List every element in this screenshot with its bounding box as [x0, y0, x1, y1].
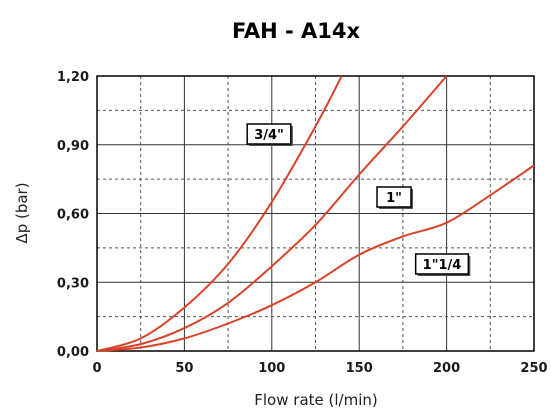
y-tick-label: 0,00: [57, 345, 89, 360]
series-line-1: [96, 75, 343, 352]
y-tick-label: 1,20: [57, 70, 89, 85]
x-tick-label: 100: [258, 361, 285, 376]
x-tick-label: 150: [346, 361, 373, 376]
x-tick-label: 200: [433, 361, 460, 376]
series-label-box: [376, 186, 412, 208]
x-tick-label: 250: [520, 361, 547, 376]
series-lines: [96, 75, 535, 352]
series-label-3: 1"1/4: [414, 253, 471, 276]
plot-frame: [96, 75, 535, 352]
series-label-text: 1": [386, 191, 402, 206]
series-line-2: [96, 75, 448, 352]
series-label-2: 1": [376, 186, 413, 209]
x-tick-label: 0: [92, 361, 101, 376]
y-tick-label: 0,30: [57, 276, 89, 291]
chart-title: FAH - A14x: [232, 19, 361, 43]
x-tick-label: 50: [175, 361, 193, 376]
grid: [97, 76, 534, 351]
tick-labels: 0 50 100 150 200 250 0,00 0,30 0,60 0,90 1,20: [57, 70, 548, 376]
series-line-3: [96, 164, 535, 352]
series-label-text: 3/4": [254, 128, 284, 143]
series-labels: 3/4" 1" 1"1/4: [246, 123, 471, 276]
y-tick-label: 0,60: [57, 208, 89, 223]
x-axis-label: Flow rate (l/min): [254, 391, 377, 409]
series-label-box: [414, 253, 470, 275]
series-label-box: [246, 123, 292, 145]
y-tick-label: 0,90: [57, 139, 89, 154]
y-axis-label: Δp (bar): [13, 182, 31, 243]
series-label-1: 3/4": [246, 123, 293, 146]
series-label-text: 1"1/4: [423, 258, 462, 273]
